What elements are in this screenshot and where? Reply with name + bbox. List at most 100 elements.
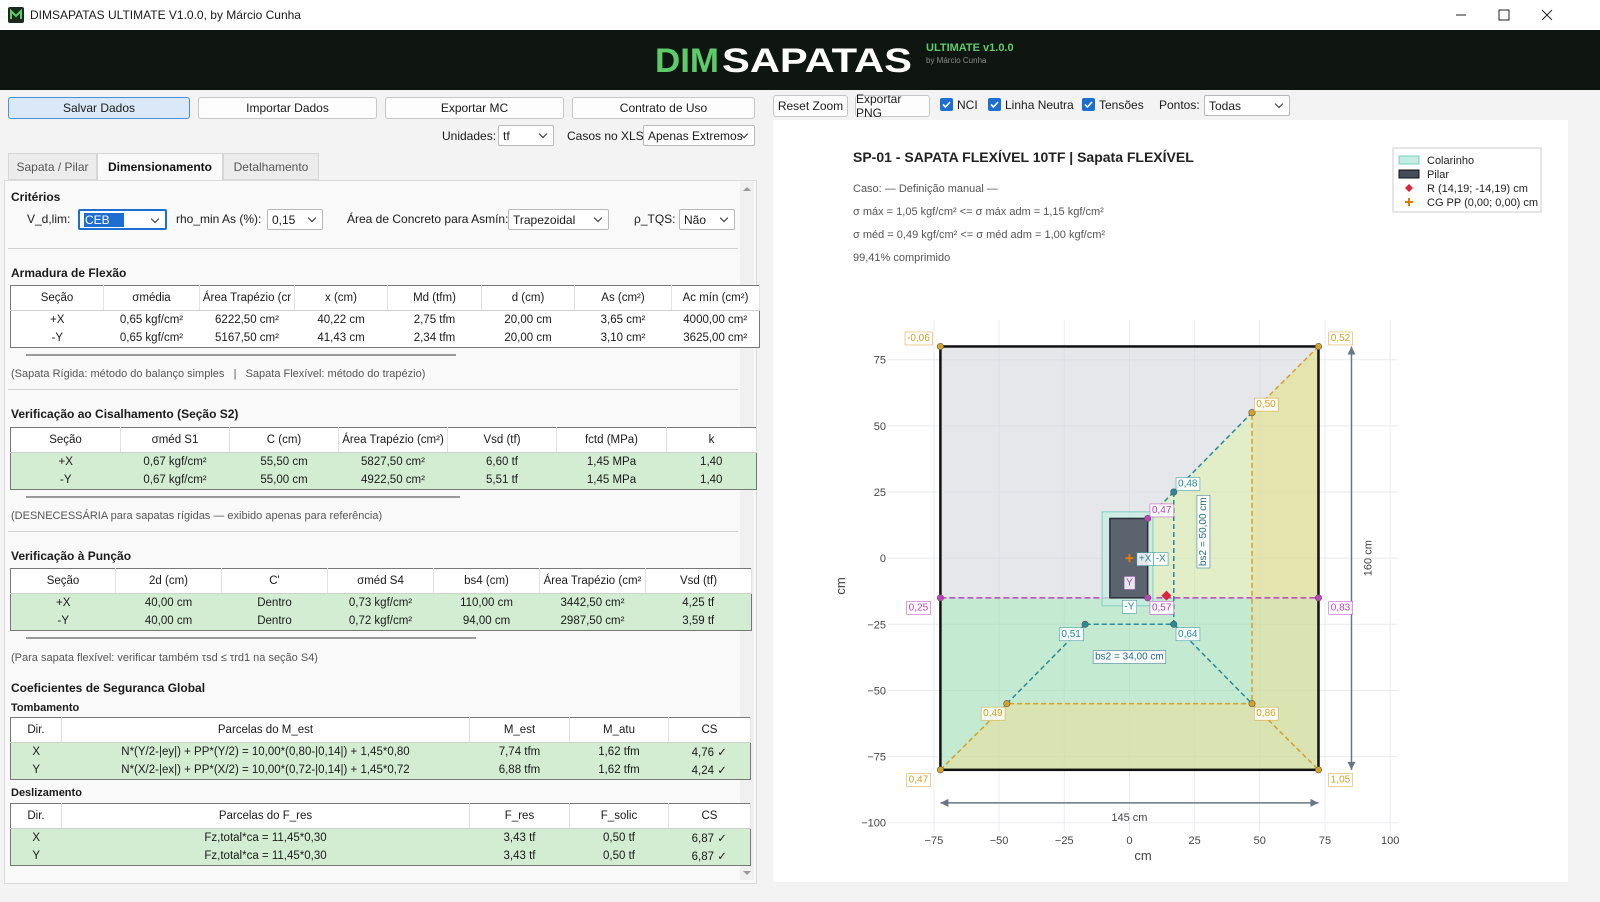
area-select[interactable]: Trapezoidal: [508, 209, 609, 230]
table-cell: 20,00 cm: [504, 314, 552, 326]
column-header[interactable]: bs4 (cm): [433, 568, 540, 594]
h-scroll[interactable]: [26, 496, 460, 498]
column-header[interactable]: d (cm): [481, 285, 575, 311]
column-header[interactable]: fctd (MPa): [556, 427, 667, 453]
scrollbar[interactable]: [740, 182, 754, 880]
column-header[interactable]: Ac mín (cm²): [671, 285, 760, 311]
export-png-button[interactable]: Exportar PNG: [855, 92, 930, 120]
reset-zoom-button[interactable]: Reset Zoom: [773, 95, 848, 117]
data-table: Seção σmédia Área Trapézio (cr x (cm) Md (tf…: [10, 285, 760, 348]
table-cell: N*(Y/2-|ey|) + PP*(Y/2) = 10,00*(0,80-|0…: [121, 746, 410, 758]
table-cell: 3,43 tf: [503, 832, 536, 844]
column-header[interactable]: σméd S1: [120, 427, 230, 453]
x-tick-label: −25: [1055, 835, 1074, 847]
h-scroll[interactable]: [26, 637, 476, 639]
table-row[interactable]: +X 0,67 kgf/cm² 55,50 cm 5827,50 cm² 6,60 tf…: [10, 452, 757, 471]
annotation: bs2 = 50,00 cm: [1196, 495, 1211, 569]
column-header[interactable]: Vsd (tf): [645, 568, 752, 594]
import-button[interactable]: Importar Dados: [198, 97, 377, 119]
contract-button[interactable]: Contrato de Uso: [572, 97, 755, 119]
export-mc-button[interactable]: Exportar MC: [385, 97, 564, 119]
points-label: Pontos:: [1159, 98, 1200, 112]
column-header[interactable]: Dir.: [10, 803, 62, 829]
column-header[interactable]: Área Trapézio (cm²: [539, 568, 646, 594]
column-header[interactable]: Parcelas do M_est: [61, 717, 470, 743]
annotation: -Y: [1122, 600, 1138, 614]
column-header[interactable]: Dir.: [10, 717, 62, 743]
table-cell: 6,88 tfm: [498, 764, 541, 776]
logo-author: by Márcio Cunha: [926, 56, 987, 65]
h-scroll[interactable]: [26, 354, 456, 356]
column-header[interactable]: CS: [668, 803, 751, 829]
checkbox[interactable]: [1082, 98, 1095, 111]
plot-info: 99,41% comprimido: [853, 252, 950, 264]
separator: [8, 389, 738, 390]
table-row[interactable]: -Y 40,00 cm Dentro 0,72 kgf/cm² 94,00 cm 2987…: [10, 612, 752, 631]
checkbox[interactable]: [988, 98, 1001, 111]
save-button[interactable]: Salvar Dados: [8, 97, 190, 119]
column-header[interactable]: Md (tfm): [387, 285, 482, 311]
points-select[interactable]: Todas: [1204, 95, 1290, 116]
vertex: [1248, 700, 1256, 708]
tab[interactable]: Sapata / Pilar: [8, 153, 97, 180]
table-cell: 3,10 cm²: [600, 332, 646, 344]
tqs-select[interactable]: Não: [679, 209, 735, 230]
table-cell: N*(X/2-|ex|) + PP*(X/2) = 10,00*(0,72-|0…: [121, 764, 410, 776]
table-row[interactable]: -Y 0,67 kgf/cm² 55,00 cm 4922,50 cm² 5,51 tf…: [10, 471, 757, 490]
table-row[interactable]: Y Fz,total*ca = 11,45*0,30 3,43 tf 0,50 tf 6…: [10, 847, 751, 866]
table-cell: 3,43 tf: [503, 850, 536, 862]
annotation-text: bs2 = 50,00 cm: [1198, 497, 1209, 566]
column-header[interactable]: σmédia: [103, 285, 200, 311]
column-header[interactable]: σméd S4: [327, 568, 434, 594]
table-row[interactable]: X Fz,total*ca = 11,45*0,30 3,43 tf 0,50 tf 6…: [10, 828, 751, 847]
table-row[interactable]: X N*(Y/2-|ey|) + PP*(Y/2) = 10,00*(0,80-|…: [10, 742, 751, 761]
column-header[interactable]: Seção: [10, 568, 116, 594]
table-row[interactable]: +X 40,00 cm Dentro 0,73 kgf/cm² 110,00 cm 344…: [10, 593, 752, 612]
field-label: Área de Concreto para Asmín:: [347, 212, 509, 226]
table-cell: 94,00 cm: [462, 615, 511, 627]
table-cell: 1,40: [700, 456, 723, 468]
table-cell: 5,51 tf: [486, 474, 518, 486]
logo-dim: DIM: [655, 42, 719, 80]
column-header[interactable]: Área Trapézio (cr: [199, 285, 295, 311]
plot-info: σ méd = 0,49 kgf/cm² <= σ méd adm = 1,00…: [853, 229, 1105, 241]
data-table: Seção σméd S1 C (cm) Área Trapézio (cm²) Vsd…: [10, 427, 757, 490]
rho-input[interactable]: 0,15: [267, 209, 323, 230]
column-header[interactable]: Seção: [10, 427, 121, 453]
column-header[interactable]: Seção: [10, 285, 104, 311]
column-header[interactable]: Área Trapézio (cm²): [338, 427, 448, 453]
column-header[interactable]: C (cm): [229, 427, 339, 453]
column-header[interactable]: M_atu: [569, 717, 669, 743]
table-row[interactable]: Y N*(X/2-|ex|) + PP*(X/2) = 10,00*(0,72-|…: [10, 761, 751, 780]
column-header[interactable]: CS: [668, 717, 751, 743]
column-header[interactable]: C': [221, 568, 328, 594]
table-row[interactable]: +X 0,65 kgf/cm² 6222,50 cm² 40,22 cm 2,75 tf…: [11, 311, 760, 330]
column-header[interactable]: 2d (cm): [115, 568, 222, 594]
tab[interactable]: Detalhamento: [223, 153, 319, 180]
units-select[interactable]: tf: [498, 125, 554, 146]
column-header[interactable]: k: [666, 427, 757, 453]
column-header[interactable]: As (cm²): [574, 285, 672, 311]
x-tick-label: 0: [1126, 835, 1132, 847]
tab[interactable]: Dimensionamento: [97, 153, 223, 180]
logo-edition: ULTIMATE v1.0.0: [926, 42, 1014, 54]
label-box: [1122, 600, 1138, 614]
cases-select[interactable]: Apenas Extremos: [643, 125, 755, 146]
dimension-label: 160 cm: [1362, 540, 1374, 576]
logo-sapatas: SAPATAS: [722, 42, 912, 80]
column-header[interactable]: F_solic: [569, 803, 669, 829]
window-title: DIMSAPATAS ULTIMATE V1.0.0, by Márcio Cu…: [30, 8, 301, 22]
table-cell: 6222,50 cm²: [215, 314, 279, 326]
vd-select[interactable]: CEB: [78, 209, 167, 230]
column-header[interactable]: x (cm): [294, 285, 388, 311]
section-title: Armadura de Flexão: [11, 266, 127, 280]
section-title: Verificação ao Cisalhamento (Seção S2): [11, 407, 239, 421]
column-header[interactable]: Parcelas do F_res: [61, 803, 470, 829]
column-header[interactable]: M_est: [469, 717, 570, 743]
column-header[interactable]: F_res: [469, 803, 570, 829]
column-header[interactable]: Vsd (tf): [447, 427, 557, 453]
checkbox[interactable]: [940, 98, 953, 111]
table-row[interactable]: -Y 0,65 kgf/cm² 5167,50 cm² 41,43 cm 2,34 tf…: [11, 329, 760, 348]
data-table: Dir. Parcelas do M_est M_est M_atu CS X N*(Y/2…: [10, 717, 751, 780]
window-controls[interactable]: [1445, 0, 1600, 30]
